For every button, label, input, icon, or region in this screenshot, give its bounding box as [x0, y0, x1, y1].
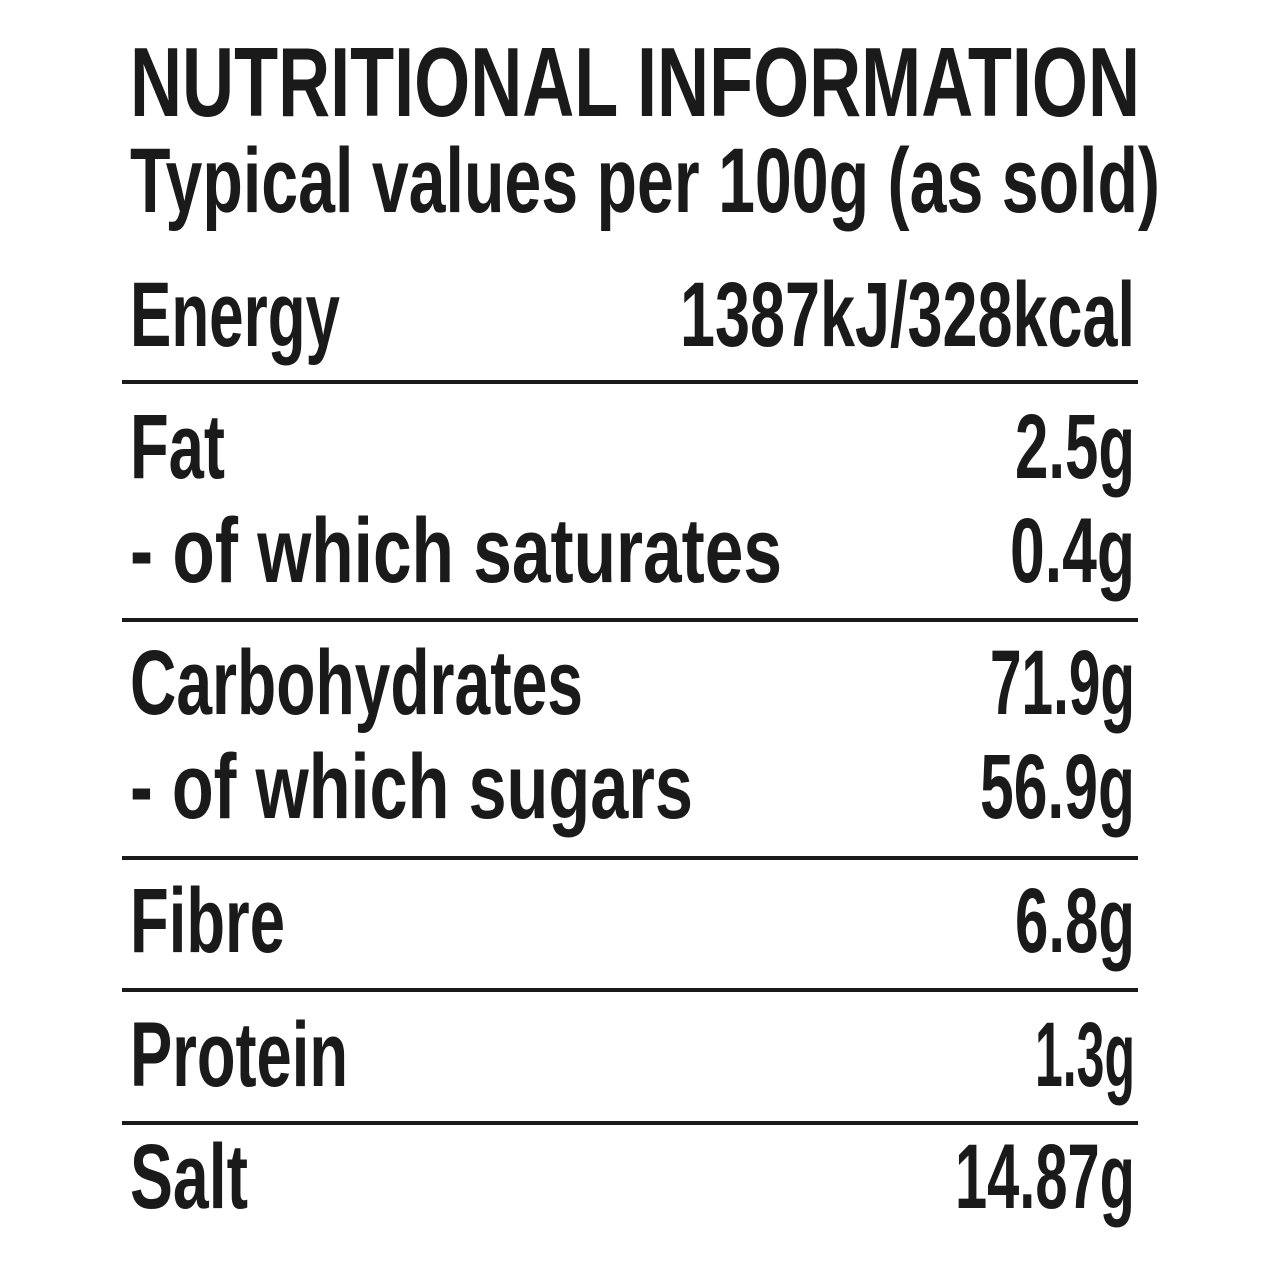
row-label: Energy — [130, 264, 340, 366]
row-value: 14.87g — [955, 1126, 1135, 1228]
row-value: 71.9g — [990, 632, 1135, 734]
row-label: Carbohydrates — [130, 632, 583, 734]
row-value: 1387kJ/328kcal — [680, 264, 1135, 366]
row-label: Fibre — [130, 870, 285, 972]
row-value: 2.5g — [1015, 396, 1135, 498]
row-value: 6.8g — [1015, 870, 1135, 972]
row-label: - of which sugars — [130, 736, 693, 838]
row-value: 56.9g — [980, 736, 1135, 838]
title: NUTRITIONAL INFORMATION — [130, 27, 1140, 137]
subtitle: Typical values per 100g (as sold) — [130, 130, 1160, 232]
row-label: Salt — [130, 1126, 248, 1228]
row-value: 0.4g — [1010, 500, 1135, 602]
row-label: Protein — [130, 1004, 348, 1106]
row-label: Fat — [130, 396, 225, 498]
row-label: - of which saturates — [130, 500, 782, 602]
row-value: 1.3g — [1035, 1004, 1135, 1106]
